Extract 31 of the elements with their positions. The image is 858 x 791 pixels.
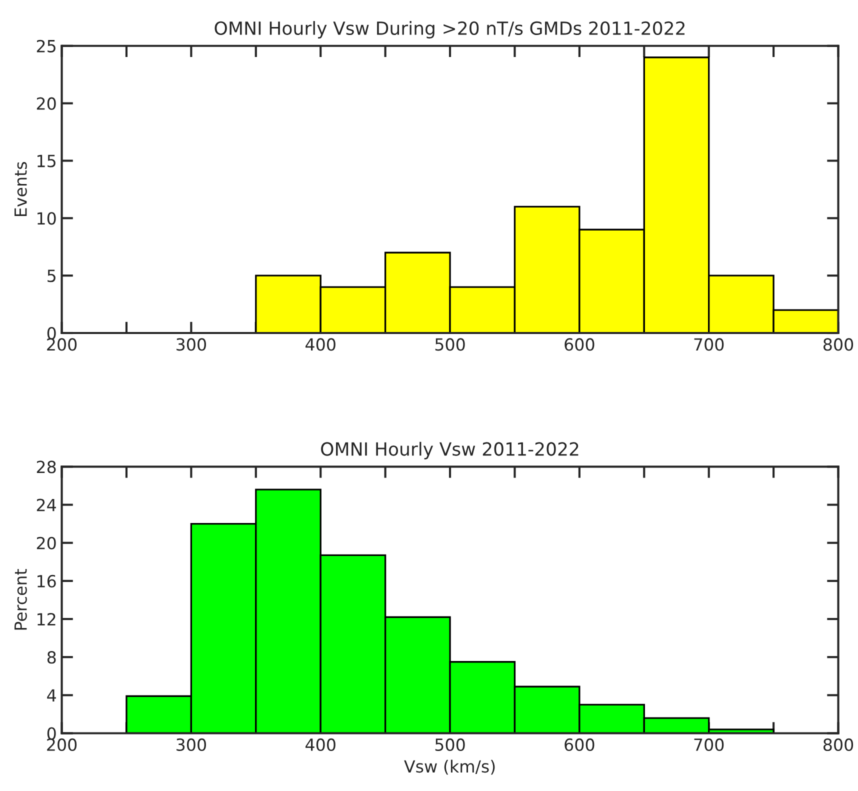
y-tick-label: 20 (36, 97, 56, 110)
y-tick-label: 28 (36, 460, 56, 474)
y-tick-label: 20 (36, 536, 56, 550)
y-tick-label: 15 (38, 154, 56, 168)
x-tick-label: 800 (823, 738, 854, 752)
x-tick-label: 400 (306, 338, 336, 351)
x-tick-label: 300 (176, 338, 206, 351)
y-tick-label: 16 (38, 574, 56, 588)
x-tick-label: 300 (176, 738, 206, 752)
y-axis-title: Percent (14, 569, 27, 630)
chart-title: OMNI Hourly Vsw 2011-2022 (321, 442, 578, 460)
x-tick-label: 500 (435, 338, 465, 351)
x-axis-title: Vsw (km/s) (404, 760, 495, 775)
y-axis-title: Events (14, 162, 27, 216)
x-tick-label: 200 (47, 338, 77, 351)
x-tick-label: 400 (306, 738, 336, 752)
y-tick-label: 24 (36, 498, 56, 512)
chart-title: OMNI Hourly Vsw During >20 nT/s GMDs 2011-2022 (214, 21, 684, 39)
y-tick-label: 12 (38, 612, 56, 626)
x-tick-label: 700 (694, 338, 724, 351)
y-tick-label: 8 (47, 651, 56, 664)
y-tick-label: 4 (47, 689, 56, 702)
y-tick-label: 25 (36, 40, 56, 52)
x-tick-label: 600 (564, 738, 594, 752)
x-tick-label: 800 (823, 338, 854, 351)
y-tick-label: 5 (48, 270, 56, 282)
x-tick-label: 600 (564, 338, 594, 351)
y-tick-label: 10 (38, 212, 56, 225)
x-tick-label: 700 (694, 738, 724, 752)
x-tick-label: 200 (47, 738, 77, 752)
x-tick-label: 500 (435, 738, 465, 752)
